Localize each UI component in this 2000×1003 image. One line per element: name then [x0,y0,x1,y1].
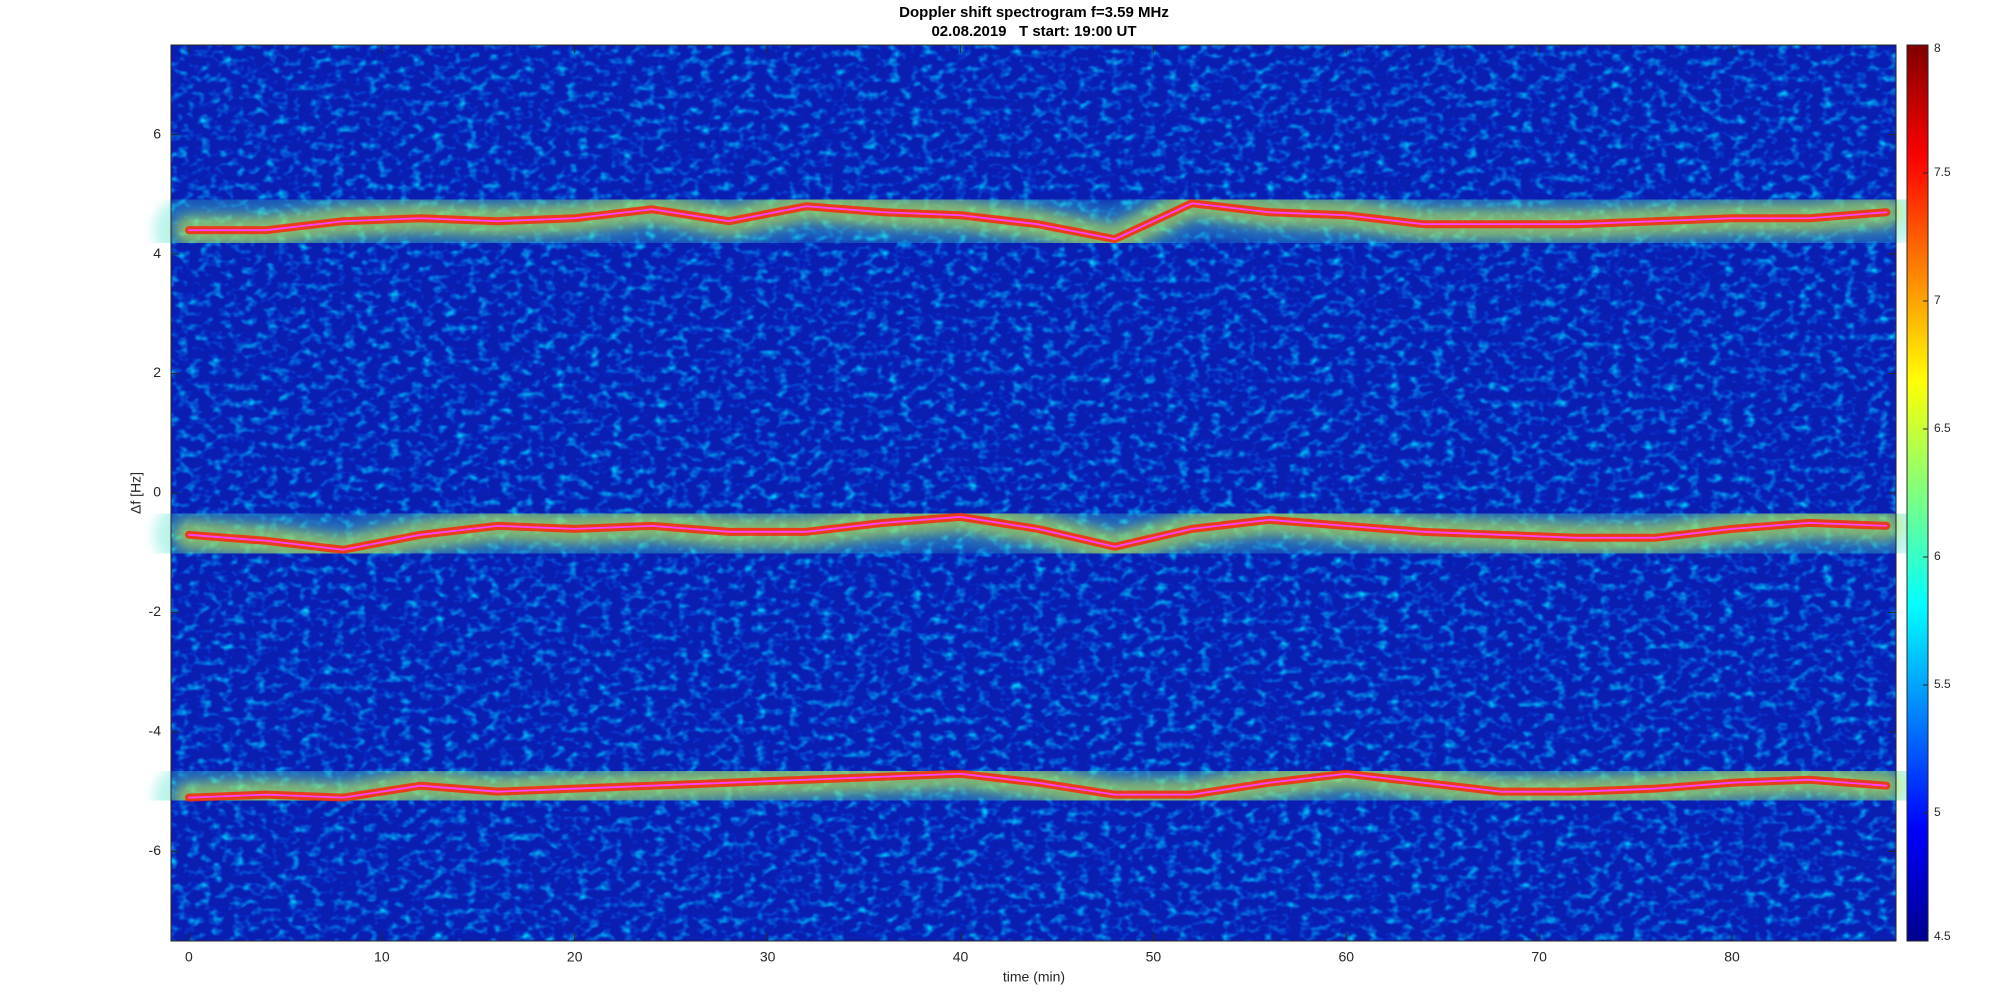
x-tick-label: 10 [374,949,390,965]
colorbar-tick-label: 7 [1934,293,1941,307]
x-tick-label: 50 [1146,949,1162,965]
colorbar-tick-label: 6.5 [1934,421,1951,435]
y-axis-label: Δf [Hz] [128,472,144,514]
y-tick-label: 4 [153,245,161,261]
y-tick-label: -6 [149,842,162,858]
colorbar-tick-label: 5 [1934,805,1941,819]
trace-line [188,202,1888,241]
colorbar-tick-label: 8 [1934,41,1941,55]
y-tick-label: 6 [153,125,161,141]
x-tick-label: 30 [760,949,776,965]
chart-subtitle: 02.08.2019 T start: 19:00 UT [931,23,1136,40]
y-tick-label: -4 [149,723,162,739]
x-tick-label: 70 [1531,949,1547,965]
x-axis-label: time (min) [1003,969,1065,985]
x-tick-label: 0 [185,949,193,965]
plot-area [153,168,1922,833]
colorbar-tick-label: 5.5 [1934,677,1951,691]
colorbar-tick-label: 7.5 [1934,165,1951,179]
chart-title: Doppler shift spectrogram f=3.59 MHz [899,4,1169,21]
colorbar-tick-label: 4.5 [1934,929,1951,943]
colorbar [1906,44,1929,942]
x-tick-label: 60 [1338,949,1354,965]
colorbar-tick-label: 6 [1934,549,1941,563]
y-tick-label: -2 [149,603,162,619]
trace-line [188,515,1888,551]
trace-line [188,772,1888,799]
x-tick-label: 20 [567,949,583,965]
x-tick-label: 80 [1724,949,1740,965]
y-tick-label: 2 [153,364,161,380]
x-tick-label: 40 [953,949,969,965]
y-tick-label: 0 [153,484,161,500]
